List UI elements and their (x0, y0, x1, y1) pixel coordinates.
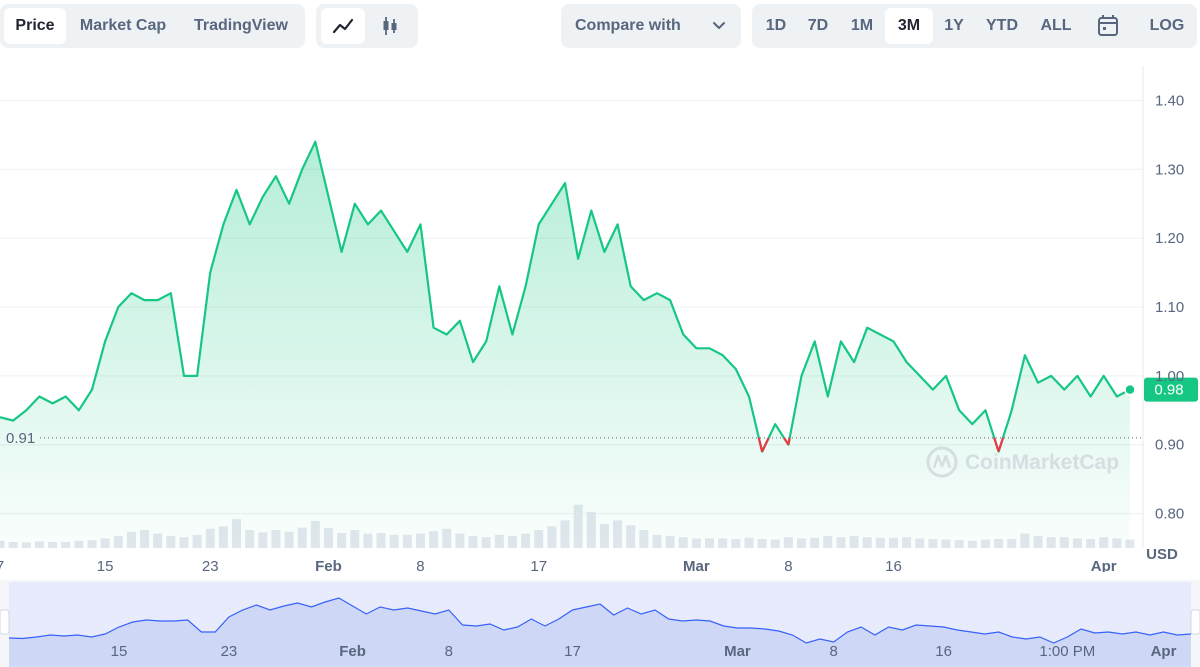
compare-label: Compare with (575, 17, 681, 34)
calendar-button[interactable] (1086, 8, 1130, 44)
x-tick-label: Apr (1091, 558, 1117, 572)
y-tick-label: 1.20 (1155, 230, 1184, 247)
y-tick-label: 1.00 (1155, 368, 1184, 385)
navigator-tick-label: 17 (564, 643, 581, 660)
navigator-tick-label: 23 (221, 643, 238, 660)
navigator-line (8, 597, 1192, 644)
y-tick-label: 0.90 (1155, 437, 1184, 454)
x-tick-label: 7 (0, 558, 4, 572)
x-tick-label: 8 (784, 558, 792, 572)
range-1m[interactable]: 1M (850, 17, 874, 34)
range-group: 1D 7D 1M 3M 1Y YTD ALL LOG (752, 4, 1197, 48)
x-tick-label: 8 (416, 558, 424, 572)
navigator-area (9, 598, 1191, 667)
price-line-below-baseline (757, 437, 1005, 453)
x-tick-label: 16 (885, 558, 902, 572)
candlestick-icon (383, 17, 397, 35)
candlestick-button[interactable] (368, 8, 412, 44)
navigator-tick-label: 8 (445, 643, 453, 660)
navigator-tick-label: 16 (935, 643, 952, 660)
price-area-fill (0, 141, 1130, 548)
calendar-icon (1098, 15, 1118, 36)
coinmarketcap-watermark: CoinMarketCap (926, 446, 1119, 478)
navigator-tick-label: 8 (829, 643, 837, 660)
tab-tradingview[interactable]: TradingView (194, 17, 288, 34)
x-tick-label: 17 (530, 558, 547, 572)
log-scale-toggle[interactable]: LOG (1149, 17, 1185, 34)
tab-market-cap[interactable]: Market Cap (79, 17, 167, 34)
x-axis: 7 15 23 Feb 8 17 Mar 8 16 Apr (0, 558, 1117, 572)
y-tick-label: 1.10 (1155, 299, 1184, 316)
x-tick-label: Feb (315, 558, 342, 572)
navigator-tick-label: 15 (111, 643, 128, 660)
current-price-badge: 0.98 (1144, 377, 1198, 402)
chart-type-group (316, 4, 418, 48)
range-3m[interactable]: 3M (885, 8, 933, 44)
tab-price[interactable]: Price (4, 8, 66, 44)
navigator-tick-label: Mar (724, 643, 751, 660)
line-chart-icon (332, 18, 354, 34)
range-navigator[interactable]: 15 23 Feb 8 17 Mar 8 16 1:00 PM Apr (0, 580, 1200, 667)
watermark-text: CoinMarketCap (965, 451, 1119, 474)
x-tick-label: Mar (683, 558, 710, 572)
current-price-label: 0.98 (1154, 382, 1183, 399)
y-tick-label: 1.40 (1155, 92, 1184, 109)
current-price-dot (1124, 383, 1136, 396)
y-tick-label: 1.30 (1155, 161, 1184, 178)
range-1y[interactable]: 1Y (944, 17, 964, 34)
navigator-axis: 15 23 Feb 8 17 Mar 8 16 1:00 PM Apr (111, 643, 1177, 660)
compare-dropdown[interactable]: Compare with (561, 4, 741, 48)
x-tick-label: 23 (202, 558, 219, 572)
chevron-down-icon (713, 22, 725, 29)
navigator-tick-label: Apr (1151, 643, 1177, 660)
navigator-tick-label: 1:00 PM (1039, 643, 1095, 660)
view-tab-group: Price Market Cap TradingView (0, 4, 305, 48)
baseline-label: 0.91 (6, 430, 35, 447)
range-1d[interactable]: 1D (765, 17, 787, 34)
x-tick-label: 15 (97, 558, 114, 572)
price-line (0, 140, 1131, 453)
y-tick-label: 0.80 (1155, 506, 1184, 523)
y-axis: 1.40 1.30 1.20 1.10 1.00 0.90 0.80 (1155, 92, 1184, 522)
line-chart-button[interactable] (321, 8, 365, 44)
unit-label: USD (1146, 546, 1178, 563)
range-all[interactable]: ALL (1040, 17, 1072, 34)
price-chart[interactable]: 0.91 0.98 1.40 1.30 1.20 1.10 1.00 0.90 0.80 7… (0, 60, 1200, 572)
navigator-right-handle[interactable] (1190, 609, 1200, 635)
navigator-left-handle[interactable] (0, 609, 10, 635)
range-ytd[interactable]: YTD (986, 17, 1018, 34)
navigator-tick-label: Feb (339, 643, 366, 660)
range-7d[interactable]: 7D (807, 17, 829, 34)
